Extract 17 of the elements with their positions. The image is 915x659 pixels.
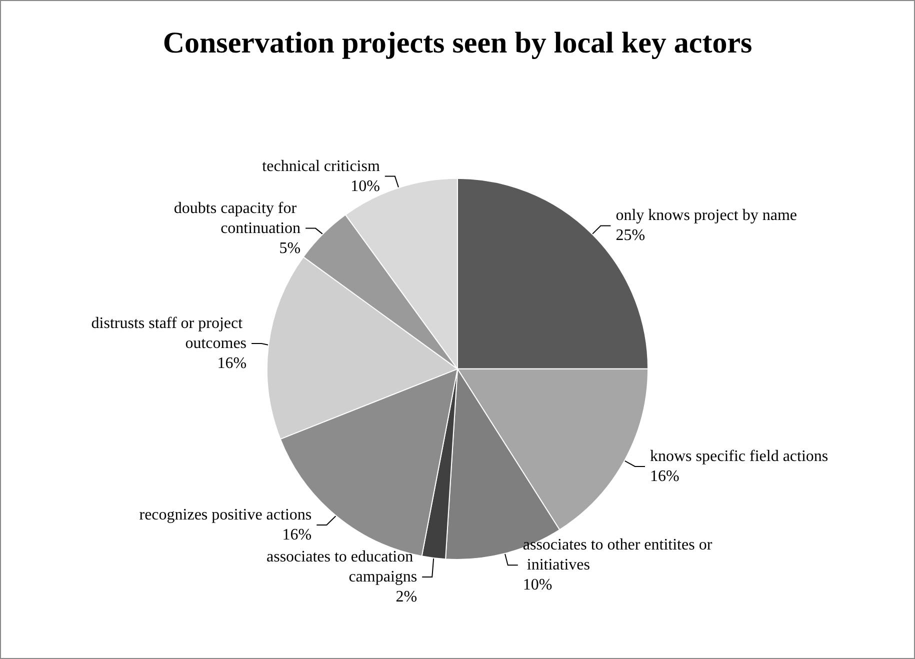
slice-label: technical criticism — [262, 158, 380, 175]
data-label: 2% — [396, 588, 418, 606]
slice-label: associates to education campaigns — [266, 548, 418, 586]
slice-label: associates to other entitites or initiatives — [522, 536, 713, 574]
slice-label: doubts capacity for continuation — [174, 200, 301, 237]
data-label: 10% — [350, 178, 380, 195]
data-label: 16% — [282, 526, 312, 544]
slice-label: distrusts staff or project outcomes — [91, 315, 247, 352]
data-label: 5% — [279, 240, 301, 257]
data-label: 16% — [217, 355, 247, 372]
data-label: 16% — [650, 468, 680, 485]
data-label: 25% — [616, 227, 646, 244]
slice-label: recognizes positive actions — [139, 506, 312, 524]
slice-label: knows specific field actions — [650, 448, 828, 465]
chart-title: Conservation projects seen by local key actors — [162, 26, 752, 60]
slice-label: only knows project by name — [616, 207, 798, 224]
data-label: 10% — [522, 576, 552, 594]
